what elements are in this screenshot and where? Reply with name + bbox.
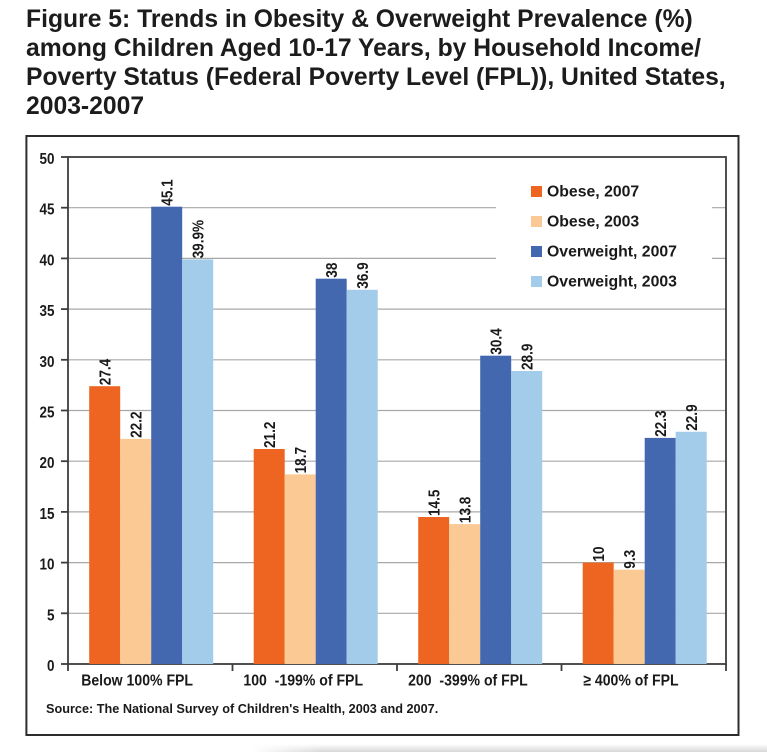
svg-text:22.3: 22.3	[653, 410, 670, 436]
svg-text:18.7: 18.7	[293, 447, 310, 473]
svg-text:21.2: 21.2	[262, 422, 279, 448]
svg-text:14.5: 14.5	[427, 490, 444, 516]
svg-text:45: 45	[40, 202, 55, 219]
svg-text:≥ 400% of FPL: ≥ 400% of FPL	[583, 672, 678, 690]
svg-text:13.8: 13.8	[458, 497, 475, 523]
svg-text:22.9: 22.9	[684, 404, 701, 430]
svg-text:Source: The National Survey of: Source: The National Survey of Children'…	[46, 702, 438, 716]
svg-text:100 -199% of FPL: 100 -199% of FPL	[243, 672, 363, 690]
svg-text:0: 0	[47, 658, 54, 675]
svg-text:50: 50	[40, 151, 55, 168]
svg-text:10: 10	[591, 546, 608, 561]
svg-text:Overweight, 2003: Overweight, 2003	[547, 274, 677, 291]
svg-text:15: 15	[40, 506, 55, 523]
svg-text:10: 10	[40, 557, 55, 574]
svg-text:45.1: 45.1	[160, 179, 177, 205]
svg-text:27.4: 27.4	[98, 358, 115, 385]
svg-text:Overweight, 2007: Overweight, 2007	[547, 244, 677, 261]
svg-text:39.9%: 39.9%	[191, 220, 208, 259]
svg-text:38: 38	[324, 263, 341, 278]
svg-text:25: 25	[40, 405, 55, 422]
svg-text:20: 20	[40, 455, 55, 472]
svg-text:36.9: 36.9	[355, 262, 372, 288]
svg-text:35: 35	[40, 303, 55, 320]
svg-text:30: 30	[40, 354, 55, 371]
svg-text:200 -399% of FPL: 200 -399% of FPL	[408, 672, 528, 690]
svg-text:5: 5	[47, 607, 54, 624]
svg-text:9.3: 9.3	[622, 550, 639, 569]
svg-text:28.9: 28.9	[520, 344, 537, 370]
svg-text:Obese, 2007: Obese, 2007	[547, 184, 639, 201]
svg-text:40: 40	[40, 253, 55, 270]
svg-text:22.2: 22.2	[129, 411, 146, 437]
svg-text:30.4: 30.4	[489, 328, 506, 355]
svg-text:Obese, 2003: Obese, 2003	[547, 214, 639, 231]
svg-text:Below 100% FPL: Below 100% FPL	[81, 672, 193, 690]
